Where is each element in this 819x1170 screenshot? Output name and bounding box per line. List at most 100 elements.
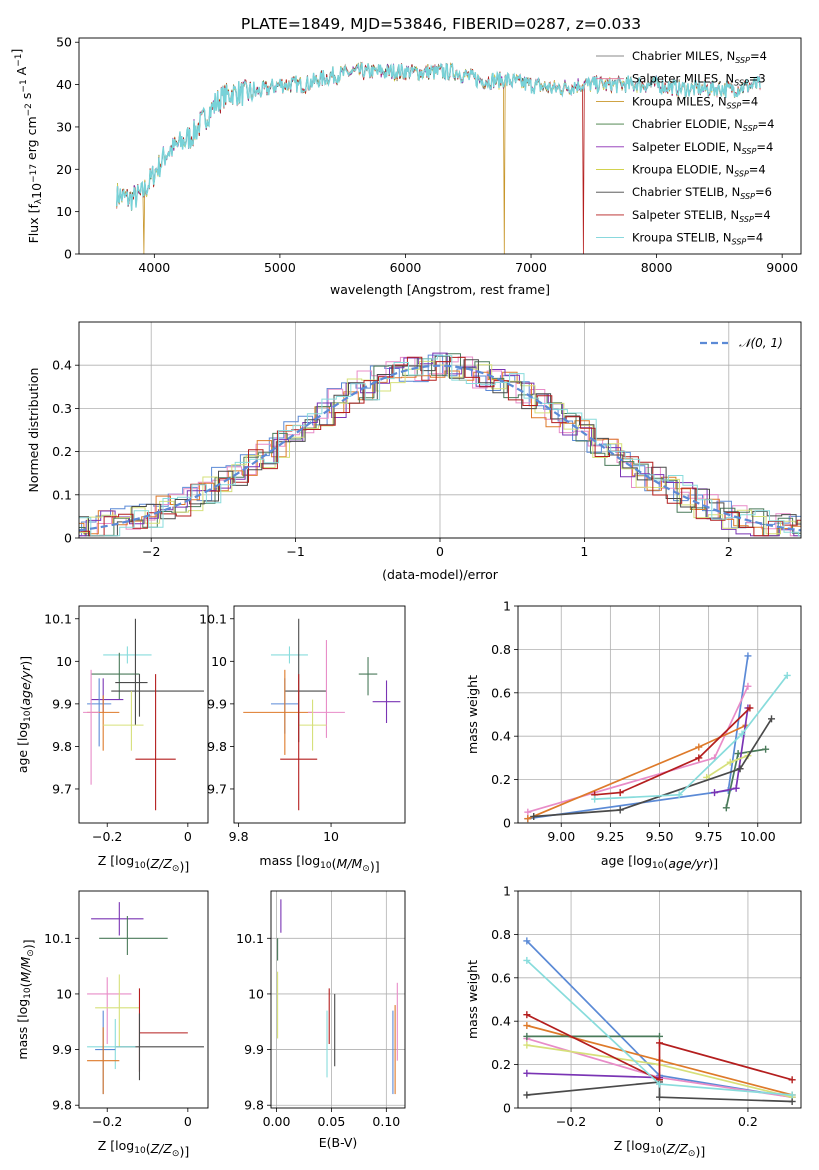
mwz-frame — [517, 890, 802, 1109]
massebv-xtick-label: 0.00 — [263, 1114, 291, 1129]
legend-entry-1: Salpeter MILES, NSSP=3 — [632, 72, 766, 88]
legend-entry-7: Salpeter STELIB, NSSP=4 — [632, 208, 771, 224]
agez-ylabel: age [log10(age/yr)] — [15, 656, 33, 773]
hist-series-8 — [79, 355, 801, 537]
mwage-marker — [738, 730, 746, 738]
massz-ylabel: mass [log10(M/M⊙)] — [15, 939, 36, 1059]
massz-xtick-label: −0.2 — [92, 1114, 122, 1129]
resid-ytick-label: 0.1 — [52, 487, 72, 502]
mwage-frame — [517, 605, 802, 824]
agez-errorbar-4 — [91, 678, 124, 713]
mwage-marker — [726, 758, 734, 766]
agemass-xlabel: mass [log10(M/M⊙)] — [259, 853, 379, 874]
hist-series-7 — [79, 356, 801, 537]
massebv-ytick-label: 10 — [248, 986, 264, 1001]
massz-ytick-label: 10.1 — [44, 931, 72, 946]
mwage-marker — [746, 704, 754, 712]
mwage-series-6 — [533, 718, 773, 818]
mwage-marker — [736, 765, 744, 773]
mwz-ytick-label: 0.4 — [491, 1014, 511, 1029]
legend-entry-6: Chabrier STELIB, NSSP=6 — [632, 185, 772, 201]
age-vs-z-panel: −0.2 0 9.7 9.8 9.9 10 10.1 Z [log10(Z/Z⊙)] age [… — [15, 605, 209, 874]
mwage-marker — [616, 806, 624, 814]
mwz-marker — [656, 1093, 663, 1101]
spec-xtick-label: 9000 — [766, 260, 798, 275]
mwage-ytick-label: 0.6 — [491, 685, 511, 700]
mwage-xtick-label: 9.00 — [547, 829, 575, 844]
mwz-ytick-label: 0 — [503, 1101, 511, 1116]
massz-errorbar-6 — [87, 1018, 136, 1070]
mwage-ylabel: mass weight — [465, 675, 480, 754]
mwz-marker — [656, 1080, 663, 1088]
mass-weight-vs-z-panel: −0.2 0 0.2 0 0.2 0.4 0.6 0.8 1 Z [log10(Z/Z⊙)] mas… — [465, 884, 802, 1159]
resid-xtick-label: 2 — [725, 544, 733, 559]
mwz-marker — [523, 1032, 531, 1040]
mwage-ytick-label: 0.2 — [491, 772, 511, 787]
agez-ytick-label: 9.8 — [52, 739, 72, 754]
mwz-marker — [523, 1011, 531, 1019]
mwz-ytick-label: 0.2 — [491, 1057, 511, 1072]
mwz-marker — [788, 1097, 796, 1105]
agez-errorbar-9 — [135, 674, 176, 811]
age-vs-mass-panel: 9.8 10 9.7 9.8 9.9 10 10.1 mass [log10(M/M⊙)] — [199, 605, 406, 874]
mwage-ytick-label: 0.8 — [491, 642, 511, 657]
agez-errorbar-1 — [91, 652, 140, 700]
agez-xtick-label: −0.2 — [92, 829, 122, 844]
massz-ytick-label: 9.8 — [52, 1098, 72, 1113]
agemass-xtick-label: 9.8 — [229, 829, 249, 844]
agez-ytick-label: 10.1 — [44, 611, 72, 626]
gaussian-legend-label: 𝒩(0, 1) — [739, 336, 783, 350]
hist-series-0 — [79, 354, 801, 537]
mwage-marker — [695, 754, 703, 762]
agemass-ytick-label: 9.9 — [207, 696, 227, 711]
mwz-marker — [523, 1069, 531, 1077]
mwage-xtick-label: 9.50 — [646, 829, 674, 844]
legend-entry-8: Kroupa STELIB, NSSP=4 — [632, 231, 763, 247]
mwage-xtick-label: 9.75 — [695, 829, 723, 844]
spec-xtick-label: 5000 — [264, 260, 296, 275]
agemass-errorbar-2 — [372, 680, 401, 724]
figure-title: PLATE=1849, MJD=53846, FIBERID=0287, z=0… — [241, 15, 641, 33]
mwz-series-7 — [526, 1013, 793, 1082]
massebv-xtick-label: 0.05 — [317, 1114, 345, 1129]
mwage-marker — [591, 795, 599, 803]
mwz-marker — [656, 1039, 663, 1047]
agez-ytick-label: 9.9 — [52, 696, 72, 711]
legend-entry-3: Chabrier ELODIE, NSSP=4 — [632, 117, 774, 133]
agez-ytick-label: 10 — [56, 654, 72, 669]
mwage-marker — [524, 815, 532, 823]
massz-errorbar-4 — [138, 988, 188, 1072]
spec-xtick-label: 4000 — [138, 260, 170, 275]
agez-xlabel: Z [log10(Z/Z⊙)] — [98, 853, 189, 874]
agemass-errorbar-7 — [298, 699, 327, 751]
spec-frame — [78, 37, 802, 255]
mass-vs-ebv-panel: 0.00 0.05 0.10 9.8 9.9 10 10.1 E(B-V) — [236, 890, 406, 1150]
agez-errorbar-7 — [83, 669, 100, 785]
agemass-frame — [233, 605, 406, 824]
agemass-errorbar-6 — [307, 640, 345, 738]
spec-ytick-label: 20 — [56, 162, 72, 177]
mwage-marker — [524, 808, 532, 816]
mwz-marker — [523, 937, 531, 945]
spectrum-series-8 — [116, 62, 761, 211]
agemass-errorbar-8 — [280, 674, 318, 811]
massz-errorbar-0 — [91, 902, 144, 936]
agemass-errorbar-1 — [358, 657, 378, 696]
massebv-frame — [270, 890, 406, 1109]
mwz-series-4 — [526, 1072, 660, 1079]
spec-xtick-label: 8000 — [641, 260, 673, 275]
agemass-errorbar-0 — [270, 646, 308, 664]
massebv-ytick-label: 9.8 — [244, 1098, 264, 1113]
mwage-ytick-label: 0.4 — [491, 729, 511, 744]
agemass-ytick-label: 10.1 — [199, 611, 227, 626]
mwz-ytick-label: 0.8 — [491, 927, 511, 942]
resid-ytick-label: 0.2 — [52, 444, 72, 459]
massz-xtick-label: 0 — [184, 1114, 192, 1129]
resid-frame — [78, 321, 802, 539]
agez-frame — [78, 605, 209, 824]
hist-series-2 — [79, 370, 801, 537]
mwz-marker — [523, 1091, 531, 1099]
legend-entry-2: Kroupa MILES, NSSP=4 — [632, 94, 758, 110]
mwz-xtick-label: −0.2 — [556, 1114, 586, 1129]
mwage-xtick-label: 9.25 — [596, 829, 624, 844]
